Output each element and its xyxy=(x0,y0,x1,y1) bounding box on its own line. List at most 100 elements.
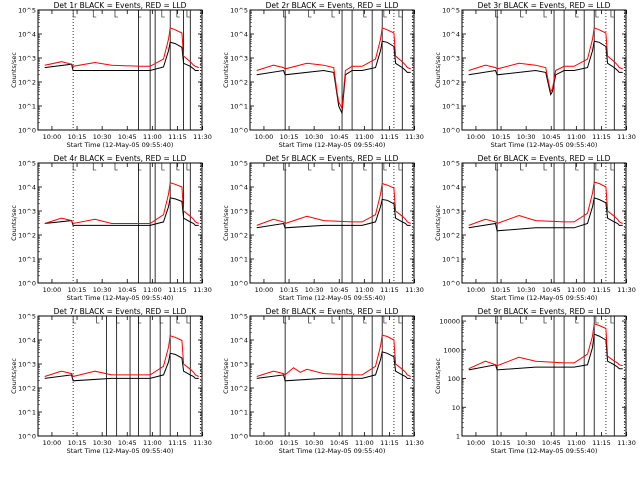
x-tick-label: 10:45 xyxy=(330,286,349,294)
x-tick-label: 11:15 xyxy=(168,439,187,447)
panel-det-1: Det 1r BLACK = Events, RED = LLD 10^0 10^1… xyxy=(10,1,212,149)
y-tick-label: 10^4 xyxy=(230,337,248,345)
series-line-lld xyxy=(256,182,411,226)
plot-frame xyxy=(37,315,203,437)
y-axis-label: Counts/sec xyxy=(10,358,18,394)
chart-title: Det 7r BLACK = Events, RED = LLD xyxy=(54,307,187,316)
x-tick-label: 10:45 xyxy=(118,286,137,294)
y-tick-label: 10^3 xyxy=(230,361,248,369)
y-tick-label: 10^0 xyxy=(230,127,248,135)
x-tick-label: 11:30 xyxy=(617,133,636,141)
x-tick-label: 10:00 xyxy=(43,133,62,141)
flag-marker xyxy=(92,10,97,18)
flag-marker xyxy=(283,163,287,171)
flag-marker xyxy=(495,316,499,324)
flag-marker xyxy=(543,163,547,171)
x-tick-label: 11:00 xyxy=(143,439,162,447)
y-axis-label: Counts/sec xyxy=(222,358,230,394)
panel-det-4: Det 4r BLACK = Events, RED = LLD 10^0 10^1… xyxy=(10,154,212,302)
x-axis-label: Start Time (12-May-05 09:55:40) xyxy=(491,294,598,302)
x-tick-label: 11:15 xyxy=(380,286,399,294)
y-tick-label: 10^1 xyxy=(18,103,36,111)
series-line-events xyxy=(256,40,411,116)
x-tick-label: 10:45 xyxy=(542,286,561,294)
x-tick-label: 10:15 xyxy=(68,133,87,141)
x-tick-label: 10:30 xyxy=(93,133,112,141)
y-axis-label: Counts/sec xyxy=(222,52,230,88)
x-tick-label: 11:30 xyxy=(193,439,212,447)
x-tick-label: 10:00 xyxy=(43,439,62,447)
x-tick-label: 11:30 xyxy=(405,286,424,294)
plot-frame xyxy=(461,9,627,131)
x-tick-label: 11:30 xyxy=(405,133,424,141)
plot-frame xyxy=(37,9,203,131)
y-tick-label: 10^5 xyxy=(230,7,248,15)
flag-marker xyxy=(161,163,165,171)
series-line-events xyxy=(468,40,623,96)
y-tick-label: 10^1 xyxy=(442,103,460,111)
flag-marker xyxy=(331,10,335,18)
x-tick-label: 10:30 xyxy=(305,133,324,141)
flag-marker xyxy=(383,316,387,324)
flag-marker xyxy=(138,163,142,171)
x-tick-label: 10:15 xyxy=(492,133,511,141)
y-tick-label: 10^5 xyxy=(442,160,460,168)
x-tick-label: 10:15 xyxy=(280,133,299,141)
y-axis-label: Counts/sec xyxy=(10,52,18,88)
series-line-events xyxy=(256,198,411,229)
plot-frame xyxy=(461,315,627,437)
x-tick-label: 10:30 xyxy=(517,439,536,447)
y-tick-label: 10^2 xyxy=(442,232,460,240)
y-tick-label: 10^4 xyxy=(18,31,36,39)
panel-det-9: Det 9r BLACK = Events, RED = LLD 1 10 100 10… xyxy=(434,307,636,455)
plot-frame xyxy=(461,162,627,284)
x-tick-label: 10:00 xyxy=(255,133,274,141)
x-axis-label: Start Time (12-May-05 09:55:40) xyxy=(279,447,386,455)
y-tick-label: 10^3 xyxy=(18,55,36,63)
y-tick-label: 10^2 xyxy=(18,79,36,87)
y-tick-label: 10^3 xyxy=(18,208,36,216)
flag-marker xyxy=(595,163,599,171)
panel-det-6: Det 6r BLACK = Events, RED = LLD 10^0 10^1… xyxy=(434,154,636,302)
series-line-lld xyxy=(44,335,199,378)
series-line-lld xyxy=(44,27,199,69)
y-tick-label: 10 xyxy=(452,404,460,412)
flag-marker xyxy=(383,163,387,171)
y-tick-label: 10^0 xyxy=(18,280,36,288)
flag-marker xyxy=(543,10,547,18)
x-tick-label: 11:00 xyxy=(567,133,586,141)
y-tick-label: 10^4 xyxy=(18,184,36,192)
flag-marker xyxy=(495,10,499,18)
x-tick-label: 11:30 xyxy=(617,286,636,294)
y-tick-label: 10^4 xyxy=(230,184,248,192)
flag-marker xyxy=(138,316,142,324)
y-tick-label: 100 xyxy=(448,375,460,383)
y-tick-label: 10^1 xyxy=(18,409,36,417)
x-axis-label: Start Time (12-May-05 09:55:40) xyxy=(67,447,174,455)
chart-title: Det 6r BLACK = Events, RED = LLD xyxy=(478,154,611,163)
x-tick-label: 11:30 xyxy=(193,286,212,294)
y-tick-label: 10^2 xyxy=(230,385,248,393)
x-tick-label: 10:45 xyxy=(118,439,137,447)
y-tick-label: 10^1 xyxy=(230,103,248,111)
y-tick-label: 10^5 xyxy=(230,160,248,168)
chart-title: Det 4r BLACK = Events, RED = LLD xyxy=(54,154,187,163)
flag-marker xyxy=(331,163,335,171)
chart-title: Det 5r BLACK = Events, RED = LLD xyxy=(266,154,399,163)
y-tick-label: 10^3 xyxy=(442,208,460,216)
y-tick-label: 10^1 xyxy=(442,256,460,264)
x-tick-label: 11:00 xyxy=(567,439,586,447)
y-tick-label: 10^5 xyxy=(442,7,460,15)
x-tick-label: 10:15 xyxy=(68,286,87,294)
series-line-events xyxy=(468,333,623,371)
x-tick-label: 11:15 xyxy=(592,439,611,447)
flag-marker xyxy=(116,316,120,324)
x-tick-label: 10:15 xyxy=(492,286,511,294)
x-tick-label: 10:30 xyxy=(305,286,324,294)
flag-marker xyxy=(114,163,118,171)
x-tick-label: 11:00 xyxy=(355,439,374,447)
x-tick-label: 10:30 xyxy=(93,439,112,447)
x-tick-label: 10:15 xyxy=(492,439,511,447)
flag-marker xyxy=(610,163,614,171)
x-axis-label: Start Time (12-May-05 09:55:40) xyxy=(67,294,174,302)
